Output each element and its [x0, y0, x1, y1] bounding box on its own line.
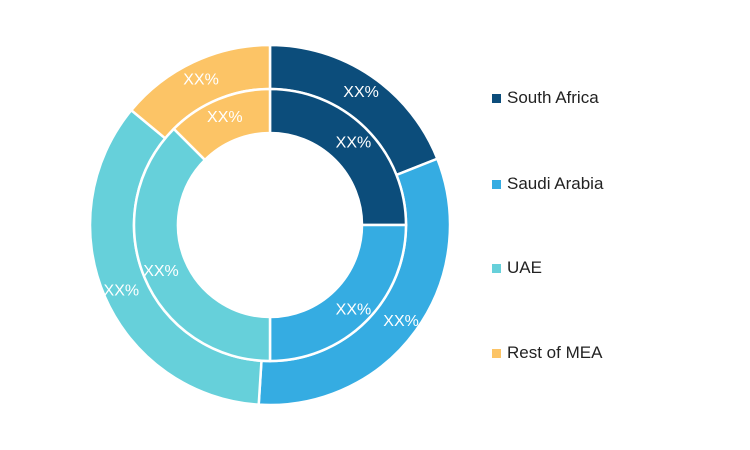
outer-label-uae: XX% [104, 282, 140, 299]
inner-label-south-africa: XX% [336, 135, 372, 152]
legend-item-uae: UAE [492, 258, 542, 278]
inner-slice-uae [132, 127, 272, 363]
outer-ring [88, 43, 452, 407]
legend-swatch [492, 263, 501, 273]
legend-swatch [492, 93, 501, 103]
legend-item-rest-of-mea: Rest of MEA [492, 343, 602, 363]
legend: South Africa Saudi Arabia UAE Rest of MEA [492, 88, 732, 378]
legend-label: Rest of MEA [507, 343, 603, 362]
legend-swatch [492, 179, 501, 189]
outer-label-saudi-arabia: XX% [383, 313, 419, 330]
outer-label-south-africa: XX% [343, 84, 379, 101]
inner-label-uae: XX% [143, 263, 179, 280]
slice-labels: XX%XX%XX%XX%XX%XX%XX%XX% [104, 71, 419, 330]
legend-item-saudi-arabia: Saudi Arabia [492, 174, 603, 194]
inner-ring [132, 87, 408, 363]
legend-label: South Africa [507, 88, 599, 107]
outer-label-rest-of-mea: XX% [183, 71, 219, 88]
legend-label: Saudi Arabia [507, 174, 604, 193]
inner-slice-rest-of-mea [172, 87, 272, 162]
legend-swatch [492, 348, 501, 358]
legend-item-south-africa: South Africa [492, 88, 599, 108]
legend-label: UAE [507, 258, 542, 277]
inner-label-rest-of-mea: XX% [207, 109, 243, 126]
inner-label-saudi-arabia: XX% [336, 301, 372, 318]
